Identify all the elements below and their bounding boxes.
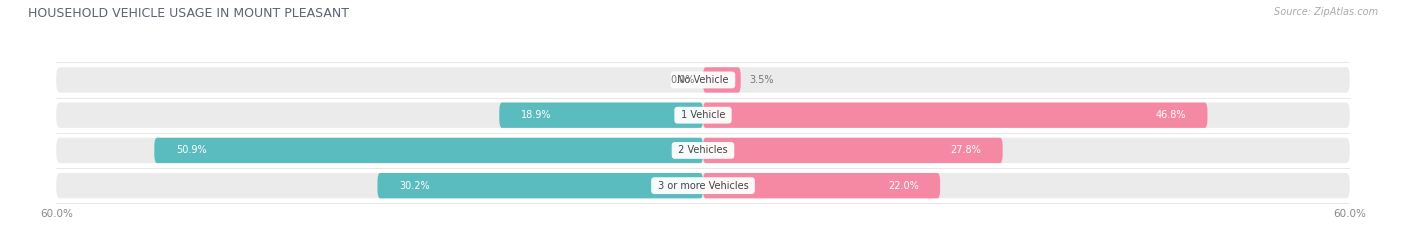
FancyBboxPatch shape <box>56 103 1350 128</box>
FancyBboxPatch shape <box>377 173 703 198</box>
Text: 3.5%: 3.5% <box>749 75 773 85</box>
Text: 1 Vehicle: 1 Vehicle <box>678 110 728 120</box>
FancyBboxPatch shape <box>703 138 1002 163</box>
FancyBboxPatch shape <box>499 103 703 128</box>
FancyBboxPatch shape <box>703 67 741 93</box>
Text: 2 Vehicles: 2 Vehicles <box>675 145 731 155</box>
FancyBboxPatch shape <box>56 138 1350 163</box>
FancyBboxPatch shape <box>155 138 703 163</box>
Text: 50.9%: 50.9% <box>176 145 207 155</box>
FancyBboxPatch shape <box>56 173 1350 198</box>
Text: No Vehicle: No Vehicle <box>675 75 731 85</box>
Text: 46.8%: 46.8% <box>1156 110 1185 120</box>
Text: 0.0%: 0.0% <box>671 75 695 85</box>
Text: Source: ZipAtlas.com: Source: ZipAtlas.com <box>1274 7 1378 17</box>
Text: 3 or more Vehicles: 3 or more Vehicles <box>655 181 751 191</box>
Text: 18.9%: 18.9% <box>520 110 551 120</box>
FancyBboxPatch shape <box>703 103 1208 128</box>
FancyBboxPatch shape <box>703 173 941 198</box>
Text: 30.2%: 30.2% <box>399 181 430 191</box>
Text: HOUSEHOLD VEHICLE USAGE IN MOUNT PLEASANT: HOUSEHOLD VEHICLE USAGE IN MOUNT PLEASAN… <box>28 7 349 20</box>
Text: 27.8%: 27.8% <box>950 145 981 155</box>
FancyBboxPatch shape <box>56 67 1350 93</box>
Text: 22.0%: 22.0% <box>887 181 918 191</box>
